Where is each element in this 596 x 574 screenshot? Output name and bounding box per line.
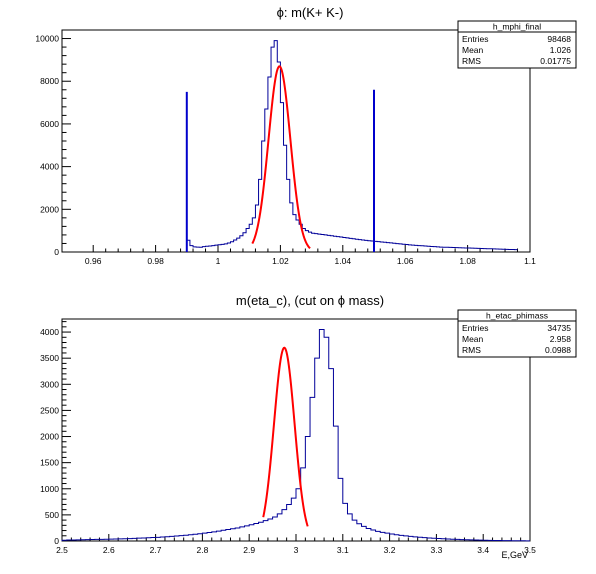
phi-mass-x-tick-label: 1.08: [459, 256, 476, 266]
etac-mass-gaussian-fit: [262, 346, 309, 527]
etac-mass-plot-area: [61, 328, 530, 542]
etac-mass-y-tick-label: 1000: [40, 484, 59, 494]
etac-mass-y-tick-label: 1500: [40, 458, 59, 468]
phi-mass-stats-box: h_mphi_final Entries 98468 Mean 1.026 RM…: [457, 20, 577, 69]
phi-mass-x-tick-label: 1.04: [335, 256, 352, 266]
phi-mass-stats-value-entries: 98468: [547, 34, 571, 44]
etac-mass-y-tick-label: 500: [45, 510, 59, 520]
etac-mass-x-tick-label: 3.5: [524, 545, 536, 555]
etac-mass-y-tick-label: 4000: [40, 327, 59, 337]
etac-mass-x-tick-label: 3.3: [430, 545, 442, 555]
etac-mass-x-tick-label: 3: [294, 545, 299, 555]
phi-mass-x-tick-label: 1: [216, 256, 221, 266]
phi-mass-x-tick-label: 1.06: [397, 256, 414, 266]
phi-mass-stats-name: h_mphi_final: [493, 22, 541, 32]
etac-mass-x-tick-label: 2.6: [103, 545, 115, 555]
phi-mass-y-tick-label: 8000: [40, 76, 59, 86]
etac-mass-y-tick-label: 2500: [40, 405, 59, 415]
etac-mass-x-tick-label: 2.7: [150, 545, 162, 555]
phi-mass-stats-label-rms: RMS: [462, 56, 481, 66]
phi-mass-y-tick-label: 2000: [40, 204, 59, 214]
phi-mass-plot-area: [185, 40, 518, 252]
phi-mass-y-tick-label: 0: [54, 247, 59, 257]
etac-mass-stats-label-mean: Mean: [462, 334, 484, 344]
phi-mass-x-tick-label: 0.98: [147, 256, 164, 266]
etac-mass-x-tick-label: 2.5: [56, 545, 68, 555]
etac-mass-histogram: [61, 328, 530, 542]
etac-mass-y-tick-label: 2000: [40, 432, 59, 442]
phi-mass-stats-value-rms: 0.01775: [540, 56, 571, 66]
phi-mass-x-tick-label: 1.1: [524, 256, 536, 266]
phi-mass-stats-frame: [457, 20, 577, 69]
etac-mass-panel: m(eta_c), (cut on ϕ mass) 2.5 2.6 2.7 2.8 2.…: [40, 293, 577, 560]
etac-mass-y-tick-label: 3000: [40, 379, 59, 389]
etac-mass-y-axis: 0 500 1000 1500 2000 2500 3000 3500 4000: [40, 321, 71, 546]
etac-mass-x-tick-label: 3.1: [337, 545, 349, 555]
etac-mass-x-tick-label: 3.4: [477, 545, 489, 555]
etac-mass-stats-frame: [457, 309, 577, 358]
phi-mass-y-tick-label: 4000: [40, 162, 59, 172]
phi-mass-x-tick-label: 1.02: [272, 256, 289, 266]
phi-mass-x-tick-label: 0.96: [85, 256, 102, 266]
phi-mass-y-tick-label: 10000: [35, 34, 59, 44]
phi-mass-title: ϕ: m(K+ K-): [277, 5, 344, 20]
etac-mass-stats-box: h_etac_phimass Entries 34735 Mean 2.958 …: [457, 309, 577, 358]
phi-mass-stats-label-mean: Mean: [462, 45, 484, 55]
phi-mass-gaussian-fit: [251, 65, 311, 250]
phi-mass-stats-label-entries: Entries: [462, 34, 488, 44]
phi-mass-x-axis: 0.96 0.98 1 1.02 1.04 1.06 1.08 1.1: [85, 245, 536, 266]
phi-mass-y-tick-label: 6000: [40, 119, 59, 129]
phi-mass-y-axis: 0 2000 4000 6000 8000 10000: [35, 29, 71, 257]
etac-mass-stats-value-rms: 0.0988: [545, 345, 571, 355]
etac-mass-x-label: E,GeV: [501, 550, 528, 560]
phi-mass-histogram: [186, 40, 518, 252]
etac-mass-stats-value-mean: 2.958: [550, 334, 572, 344]
phi-mass-stats-value-mean: 1.026: [550, 45, 572, 55]
etac-mass-stats-value-entries: 34735: [547, 323, 571, 333]
etac-mass-stats-label-rms: RMS: [462, 345, 481, 355]
etac-mass-y-tick-label: 0: [54, 536, 59, 546]
phi-mass-panel: ϕ: m(K+ K-) 0.96 0.98 1 1.02 1.04 1.06 1.08 1.1…: [35, 5, 577, 266]
etac-mass-x-axis: 2.5 2.6 2.7 2.8 2.9 3 3.1 3.2 3.3 3.4 3.5: [56, 534, 536, 555]
etac-mass-stats-label-entries: Entries: [462, 323, 488, 333]
etac-mass-x-tick-label: 2.9: [243, 545, 255, 555]
etac-mass-y-tick-label: 3500: [40, 353, 59, 363]
etac-mass-title: m(eta_c), (cut on ϕ mass): [236, 293, 384, 308]
etac-mass-x-tick-label: 2.8: [196, 545, 208, 555]
etac-mass-stats-name: h_etac_phimass: [486, 311, 548, 321]
etac-mass-x-tick-label: 3.2: [384, 545, 396, 555]
